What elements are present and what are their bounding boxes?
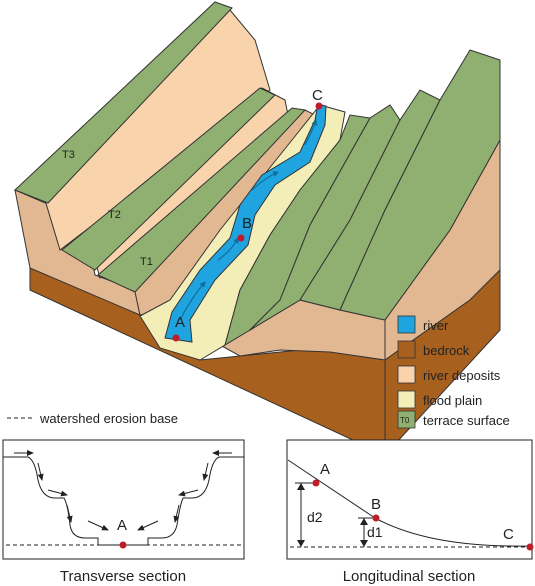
legend-item-river-deposits: river deposits <box>397 365 501 384</box>
right-t3-surface <box>339 49 501 321</box>
legend: river bedrock river deposits flood plain… <box>397 315 510 429</box>
flow-arrow <box>179 281 206 321</box>
point-c-label: C <box>312 87 323 104</box>
erosion-base-label: watershed erosion base <box>39 411 178 426</box>
flow-arrow <box>304 119 318 146</box>
legend-item-bedrock: bedrock <box>397 340 470 359</box>
transverse-frame <box>2 439 245 560</box>
erosion-arrow <box>137 520 159 531</box>
transverse-section: A Transverse section <box>2 439 245 585</box>
legend-swatch-bedrock <box>397 340 416 359</box>
erosion-arrow <box>66 504 73 523</box>
legend-swatch-terrace-surface <box>397 410 416 429</box>
longitudinal-point-c-marker <box>526 543 534 551</box>
longitudinal-section: d2 d1 A B C Longitudinal section <box>286 439 534 585</box>
terrace-label-t2: T2 <box>108 209 121 221</box>
flow-arrow <box>251 171 279 191</box>
d1-arrowhead-bottom <box>360 540 368 547</box>
erosion-arrow <box>47 489 68 497</box>
point-a-marker <box>172 334 180 342</box>
legend-swatch-river <box>397 315 416 334</box>
d1-arrowhead-top <box>360 518 368 525</box>
t2-surface <box>61 87 276 271</box>
point-c-marker <box>315 102 323 110</box>
t3-surface <box>14 1 233 204</box>
legend-label-flood-plain: flood plain <box>423 393 482 408</box>
terrace-label-t3: T3 <box>62 149 75 161</box>
transverse-point-a-marker <box>119 541 127 549</box>
transverse-caption: Transverse section <box>60 568 186 585</box>
right-side-bedrock <box>384 268 501 457</box>
erosion-arrow <box>87 520 109 531</box>
erosion-arrow <box>173 504 180 523</box>
legend-swatch-text-t0: T0 <box>400 416 410 425</box>
d1-label: d1 <box>367 524 383 540</box>
legend-label-river: river <box>423 318 449 333</box>
point-b-label: B <box>242 215 252 232</box>
point-a-label: A <box>175 314 185 331</box>
erosion-base-legend: watershed erosion base <box>7 411 178 426</box>
d2-label: d2 <box>307 509 323 525</box>
legend-swatch-river-deposits <box>397 365 416 384</box>
longitudinal-caption: Longitudinal section <box>343 568 476 585</box>
longitudinal-point-b-marker <box>372 514 380 522</box>
longitudinal-frame <box>286 439 533 560</box>
erosion-arrow <box>37 462 44 481</box>
transverse-point-a-label: A <box>117 517 127 534</box>
longitudinal-point-b-label: B <box>371 496 381 513</box>
legend-label-river-deposits: river deposits <box>423 368 501 383</box>
flow-arrow <box>217 237 239 261</box>
legend-label-bedrock: bedrock <box>423 343 470 358</box>
d2-arrowhead-top <box>297 483 305 490</box>
longitudinal-point-a-label: A <box>320 461 330 478</box>
erosion-arrow <box>178 489 199 497</box>
legend-item-river: river <box>397 315 449 334</box>
erosion-arrow <box>202 462 209 481</box>
point-b-marker <box>237 234 245 242</box>
legend-swatch-flood-plain <box>397 390 416 409</box>
legend-item-terrace-surface: T0 terrace surface <box>397 410 510 429</box>
legend-item-flood-plain: flood plain <box>397 390 482 409</box>
longitudinal-point-a-marker <box>312 479 320 487</box>
legend-label-terrace-surface: terrace surface <box>423 413 510 428</box>
longitudinal-point-c-label: C <box>503 526 514 543</box>
block-diagram: T3 T2 T1 A B C <box>14 1 501 457</box>
terrace-label-t1: T1 <box>140 256 153 268</box>
d2-arrowhead-bottom <box>297 540 305 547</box>
